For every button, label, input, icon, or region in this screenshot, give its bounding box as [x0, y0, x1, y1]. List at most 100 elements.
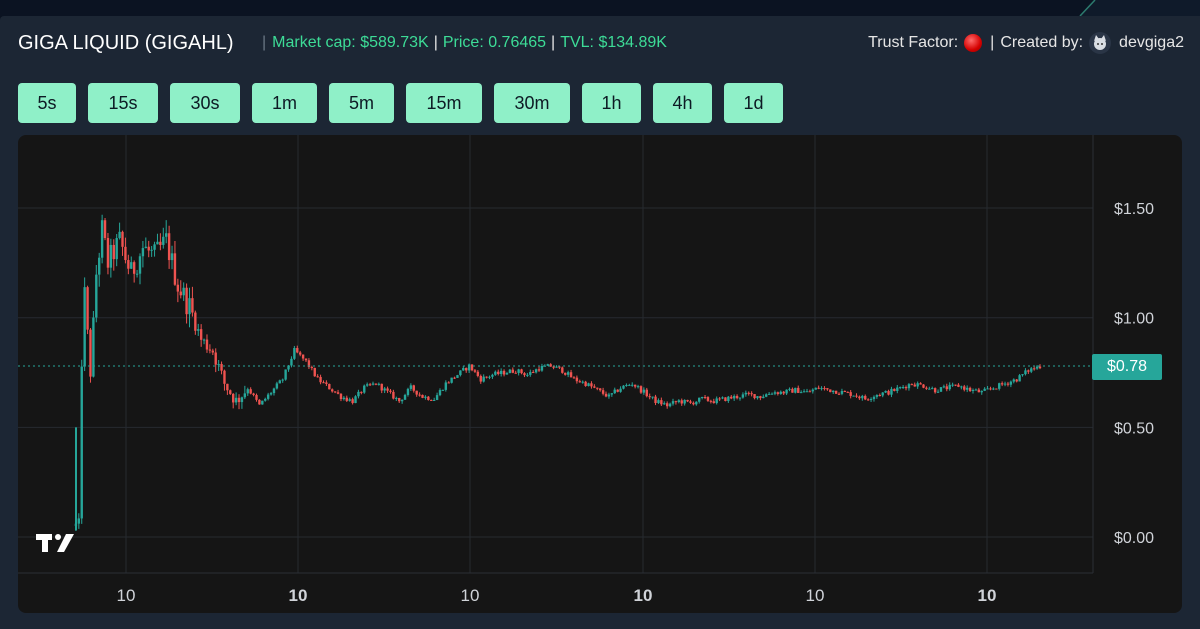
candle-body [272, 388, 276, 394]
candle-body [744, 392, 748, 395]
candle-body [695, 401, 698, 405]
separator: | [433, 34, 438, 51]
candle-body [316, 376, 319, 378]
candle-body [869, 399, 873, 401]
candle-body [933, 388, 937, 393]
candle-body [234, 397, 238, 403]
candle-body [505, 373, 509, 375]
created-by-label: Created by: [1000, 34, 1084, 51]
header-decoration [1079, 0, 1200, 16]
candle-body [948, 384, 951, 390]
candle-body [520, 369, 523, 374]
creator-name[interactable]: devgiga2 [1119, 34, 1184, 51]
candle-body [345, 397, 348, 401]
tradingview-logo-icon[interactable] [36, 532, 82, 554]
candle-body [281, 379, 284, 381]
candle-body [692, 402, 695, 405]
candle-body [727, 396, 730, 402]
price-chart[interactable]: $1.50 $1.00 $0.50 $0.00 10 10 10 10 10 10 [18, 135, 1182, 613]
candle-body [919, 383, 922, 385]
candle-body [531, 372, 535, 374]
candle-body [258, 399, 261, 405]
candle-body [875, 395, 879, 397]
timeframe-30s-button[interactable]: 30s [170, 83, 240, 123]
candle-body [240, 397, 244, 403]
candle-body [878, 395, 882, 397]
candle-body [124, 246, 127, 261]
timeframe-5m-button[interactable]: 5m [329, 83, 394, 123]
timeframe-15m-button[interactable]: 15m [406, 83, 482, 123]
timeframe-15s-button[interactable]: 15s [88, 83, 158, 123]
candle-body [182, 287, 185, 296]
creator-avatar-icon[interactable] [1089, 32, 1112, 54]
candle-body [890, 388, 893, 395]
candle-body [698, 397, 701, 402]
candle-body [765, 394, 768, 397]
candle-body [747, 392, 750, 394]
candle-body [910, 384, 914, 386]
candle-body [296, 348, 299, 353]
candle-body [986, 388, 989, 390]
candle-body [173, 253, 177, 285]
candle-body [95, 274, 98, 318]
candle-body [837, 393, 841, 395]
candle-body [118, 231, 121, 239]
candle-body [898, 387, 902, 389]
candle-body [103, 220, 107, 239]
candle-body [421, 394, 424, 398]
candle-body [179, 291, 182, 296]
candle-body [319, 376, 322, 383]
candle-body [931, 388, 934, 390]
candle-body [266, 394, 270, 399]
candle-body [447, 382, 450, 384]
candle-body [817, 387, 820, 389]
candle-body [92, 317, 95, 377]
timeframe-30m-button[interactable]: 30m [494, 83, 570, 123]
candle-body [689, 401, 692, 403]
candle-body [406, 388, 410, 395]
candle-body [549, 364, 552, 367]
candle-body [951, 384, 954, 386]
candle-body [654, 396, 657, 404]
candle-body [526, 374, 529, 376]
candle-body [517, 369, 520, 373]
candle-body [802, 391, 806, 393]
candle-body [395, 397, 398, 399]
candle-body [156, 241, 159, 245]
candle-body [864, 395, 867, 400]
candle-body [593, 386, 596, 388]
candle-body [523, 373, 526, 376]
candle-body [1038, 366, 1042, 369]
candle-body [287, 365, 290, 370]
candle-body [389, 390, 392, 392]
candlestick-chart[interactable]: $1.50 $1.00 $0.50 $0.00 10 10 10 10 10 10 [18, 135, 1182, 613]
timeframe-1m-button[interactable]: 1m [252, 83, 317, 123]
timeframe-4h-button[interactable]: 4h [653, 83, 712, 123]
price: Price: 0.76465 [442, 34, 547, 51]
candle-body [415, 390, 418, 395]
candle-body [709, 400, 713, 402]
candle-body [651, 396, 654, 398]
tvl: TVL: $134.89K [560, 34, 667, 51]
candle-body [785, 389, 788, 394]
timeframe-1h-button[interactable]: 1h [582, 83, 641, 123]
candle-body [779, 391, 782, 394]
candle-body [992, 388, 995, 390]
candle-body [683, 399, 686, 404]
candle-body [572, 377, 576, 379]
candle-body [80, 366, 83, 519]
separator: | [990, 34, 995, 51]
candle-body [1024, 370, 1027, 375]
candle-body [896, 387, 899, 391]
timeframe-1d-button[interactable]: 1d [724, 83, 783, 123]
candle-body [808, 391, 812, 393]
candle-body [351, 399, 354, 404]
candle-body [392, 391, 395, 399]
candle-body [569, 372, 573, 378]
x-axis-label: 10 [461, 586, 480, 605]
timeframe-5s-button[interactable]: 5s [18, 83, 76, 123]
candle-body [162, 236, 165, 245]
candle-body [459, 370, 462, 376]
candle-body [700, 397, 704, 399]
candle-body [805, 391, 809, 393]
